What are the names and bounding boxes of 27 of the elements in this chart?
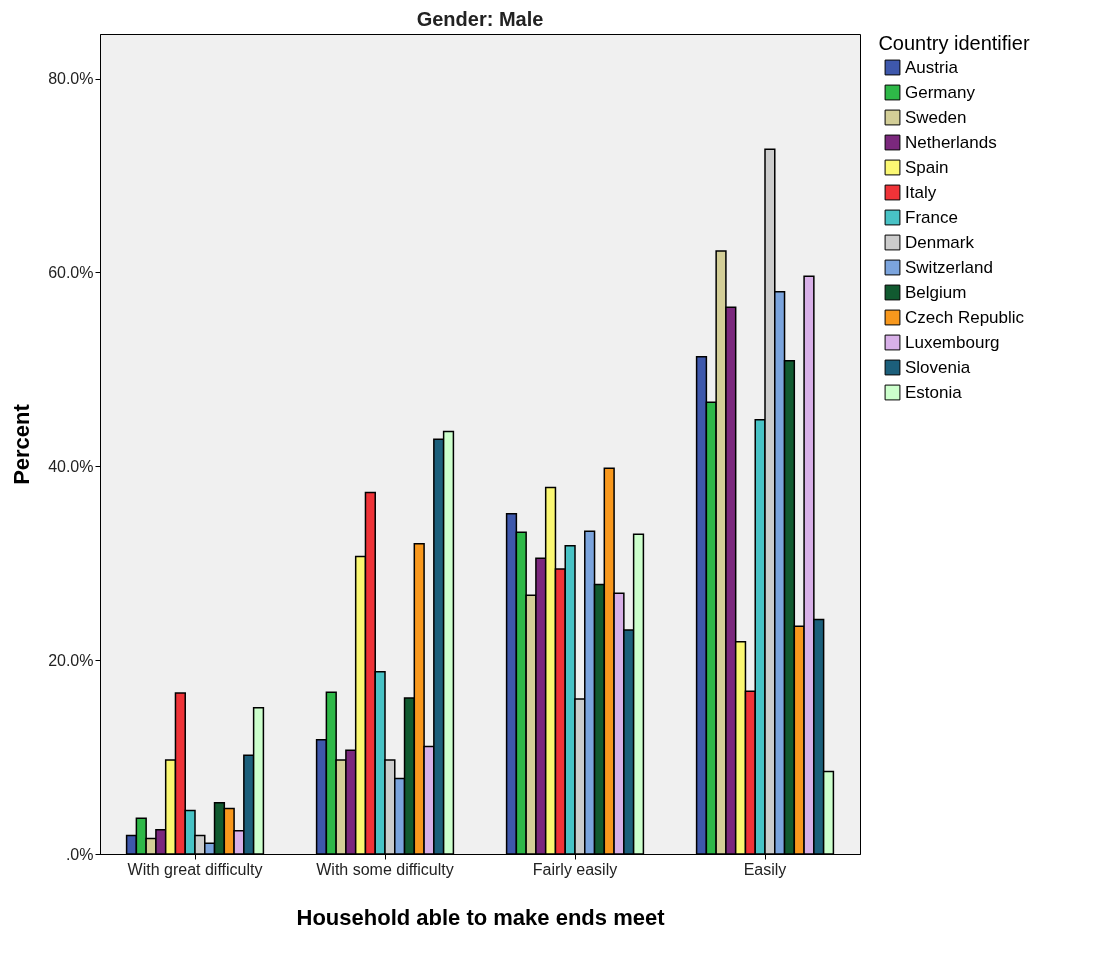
legend-label: Slovenia	[905, 357, 971, 377]
y-tick-label: 20.0%	[48, 651, 94, 669]
y-tick-label: 80.0%	[48, 70, 94, 88]
y-tick-label: 40.0%	[48, 457, 94, 475]
y-tick-label: 60.0%	[48, 263, 94, 281]
legend-label: Spain	[905, 157, 949, 177]
legend-label: Belgium	[905, 282, 967, 302]
x-tick-label: Easily	[743, 860, 787, 878]
chart-title: Gender: Male	[416, 8, 544, 30]
legend-label: Austria	[905, 57, 959, 77]
y-axis-title: Percent	[9, 403, 35, 485]
x-tick-label: Fairly easily	[532, 860, 618, 878]
legend-label: Netherlands	[905, 132, 997, 152]
legend-label: Luxembourg	[905, 332, 1000, 352]
legend-label: Estonia	[905, 382, 963, 402]
x-axis-title: Household able to make ends meet	[296, 904, 666, 930]
legend-label: Czech Republic	[905, 307, 1025, 327]
legend-label: France	[905, 207, 958, 227]
legend-label: Germany	[905, 82, 976, 102]
legend-label: Sweden	[905, 107, 967, 127]
legend-label: Denmark	[905, 232, 975, 252]
x-tick-label: With great difficulty	[127, 860, 263, 878]
legend-label: Switzerland	[905, 257, 993, 277]
legend-title: Country identifier	[878, 32, 1030, 54]
legend-label: Italy	[905, 182, 937, 202]
x-tick-label: With some difficulty	[316, 860, 454, 878]
y-tick-label: .0%	[65, 845, 94, 863]
